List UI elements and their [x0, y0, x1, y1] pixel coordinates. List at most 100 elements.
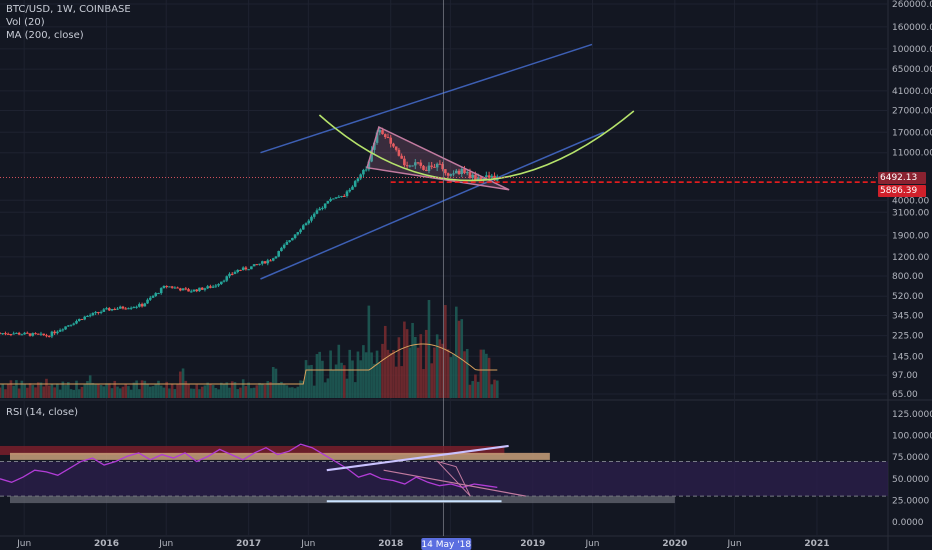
candle-body	[457, 170, 461, 175]
candle-body	[77, 318, 81, 321]
volume-bar	[367, 305, 371, 398]
volume-bar	[337, 344, 341, 398]
candle-body	[378, 130, 382, 133]
volume-bar	[195, 384, 199, 398]
volume-bar	[28, 383, 32, 398]
candle-body	[419, 162, 423, 166]
volume-bar	[293, 388, 297, 398]
y-tick-label: 800.00	[892, 272, 924, 282]
volume-bar	[129, 389, 133, 398]
volume-bar	[72, 389, 76, 398]
volume-bar	[39, 382, 43, 398]
volume-bar	[460, 319, 464, 398]
candle-body	[154, 293, 158, 297]
candle-body	[0, 333, 2, 335]
ma-legend[interactable]: MA (200, close)	[6, 30, 84, 41]
candle-body	[42, 333, 46, 336]
volume-bar	[269, 382, 272, 398]
candle-body	[340, 195, 343, 197]
volume-bar	[468, 384, 472, 398]
candle-body	[381, 130, 384, 135]
volume-bar	[405, 329, 409, 398]
volume-bar	[304, 360, 308, 398]
rsi-down-line	[383, 469, 526, 497]
candle-body	[64, 326, 67, 330]
y-tick-label: 97.00	[892, 371, 918, 381]
volume-bar	[127, 386, 130, 398]
candle-body	[39, 333, 43, 335]
y-tick-label: 520.00	[892, 292, 924, 302]
candle-body	[15, 332, 18, 334]
candle-body	[203, 288, 207, 290]
volume-bar	[42, 386, 46, 398]
volume-bar	[4, 389, 7, 398]
candle-body	[192, 289, 196, 292]
volume-bar	[438, 339, 442, 398]
volume-bar	[465, 348, 469, 398]
volume-bar	[345, 378, 349, 398]
candle-body	[408, 165, 412, 167]
volume-bar	[179, 371, 182, 398]
volume-bar	[45, 378, 48, 398]
volume-bar	[353, 382, 357, 398]
candle-body	[61, 329, 65, 331]
volume-bar	[342, 365, 346, 398]
volume-bar	[214, 387, 218, 398]
candle-body	[102, 309, 106, 312]
volume-bar	[280, 381, 283, 398]
volume-bar	[356, 351, 360, 398]
candle-body	[465, 172, 469, 174]
volume-bar	[184, 380, 188, 398]
volume-bar	[476, 381, 480, 398]
candle-body	[285, 241, 289, 245]
candle-body	[6, 333, 10, 335]
volume-bar	[250, 388, 253, 398]
candle-body	[337, 196, 341, 198]
candle-body	[86, 316, 89, 318]
symbol-legend[interactable]: BTC/USD, 1W, COINBASE	[6, 4, 131, 15]
volume-bar	[490, 384, 494, 398]
volume-bar	[209, 383, 212, 398]
candle-body	[50, 331, 54, 337]
x-tick-label: 2020	[662, 539, 687, 549]
candle-body	[138, 304, 141, 307]
volume-bar	[258, 382, 261, 398]
volume-legend[interactable]: Vol (20)	[6, 17, 45, 28]
volume-bar	[403, 321, 406, 398]
candle-body	[58, 330, 62, 332]
candle-body	[416, 162, 420, 164]
candle-body	[214, 285, 218, 287]
volume-bar	[389, 352, 393, 398]
volume-bar	[381, 343, 384, 398]
rsi-legend[interactable]: RSI (14, close)	[6, 407, 79, 418]
volume-bar	[225, 382, 229, 398]
volume-bar	[430, 363, 434, 398]
volume-bar	[138, 389, 141, 398]
candle-body	[20, 334, 24, 336]
y-tick-label: 3100.00	[892, 208, 929, 218]
candle-body	[405, 165, 409, 167]
volume-bar	[419, 334, 423, 398]
volume-bar	[173, 389, 177, 398]
candle-body	[72, 323, 76, 325]
y-tick-label: 225.00	[892, 332, 924, 342]
candle-body	[4, 333, 7, 335]
volume-bar	[86, 381, 89, 398]
candle-body	[255, 264, 259, 266]
x-tick-label: 2017	[236, 539, 261, 549]
candle-body	[107, 308, 111, 311]
volume-bar	[411, 322, 414, 398]
candle-body	[228, 273, 231, 277]
volume-bar	[187, 383, 190, 398]
candle-body	[449, 174, 453, 176]
candle-body	[105, 308, 108, 310]
candle-body	[67, 325, 70, 327]
candle-body	[129, 307, 133, 309]
candle-body	[293, 234, 297, 238]
volume-bar	[441, 343, 444, 398]
candle-body	[198, 287, 201, 292]
candle-body	[222, 280, 226, 282]
volume-bar	[26, 387, 29, 398]
volume-bar	[446, 349, 450, 398]
